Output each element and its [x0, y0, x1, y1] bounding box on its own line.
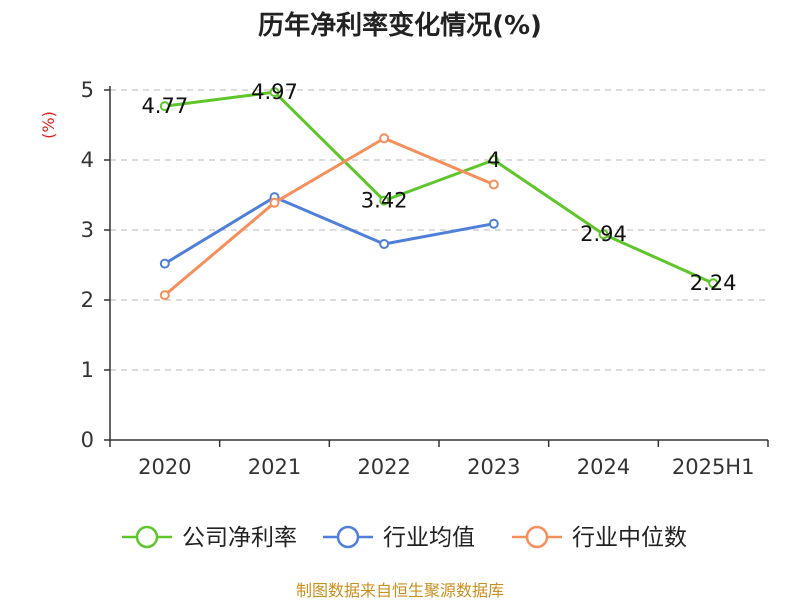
legend[interactable]: 公司净利率 行业均值 行业中位数 — [122, 525, 687, 551]
legend-label: 行业均值 — [383, 525, 475, 551]
legend-marker — [525, 525, 549, 549]
y-tick-label: 4 — [81, 148, 94, 172]
x-tick-label: 2024 — [577, 455, 630, 479]
series-1-point — [708, 278, 719, 289]
y-tick-label: 2 — [81, 288, 94, 312]
legend-marker — [135, 525, 159, 549]
legend-label: 行业中位数 — [572, 525, 687, 551]
x-tick-label: 2022 — [357, 455, 410, 479]
data-label: 4.77 — [141, 94, 188, 118]
series-2-point — [159, 258, 170, 269]
y-tick-label: 3 — [81, 218, 94, 242]
x-tick-label: 2025H1 — [672, 455, 755, 479]
y-axis-unit-label: (%) — [39, 111, 58, 139]
series-lines — [159, 87, 719, 301]
data-label: 3.42 — [361, 189, 408, 213]
series-3-point — [269, 197, 280, 208]
data-label: 2.24 — [690, 271, 737, 295]
series-3-point — [379, 133, 390, 144]
y-tick-label: 0 — [81, 428, 94, 452]
legend-item-2[interactable]: 行业均值 — [323, 525, 475, 551]
x-tick-label: 2023 — [467, 455, 520, 479]
series-3-point — [488, 179, 499, 190]
series-2-point — [379, 239, 390, 249]
legend-item-3[interactable]: 行业中位数 — [512, 525, 687, 551]
y-tick-label: 1 — [81, 358, 94, 382]
series-line-3 — [163, 136, 495, 297]
x-tick-label: 2021 — [248, 455, 301, 479]
y-tick-label: 5 — [81, 78, 94, 102]
series-1-point — [379, 195, 390, 206]
series-1-point — [159, 101, 170, 112]
data-label: 4.97 — [251, 80, 298, 104]
legend-label: 公司净利率 — [182, 525, 297, 551]
chart-title: 历年净利率变化情况(%) — [258, 10, 542, 41]
source-note: 制图数据来自恒生聚源数据库 — [296, 581, 504, 600]
series-3-point — [159, 290, 170, 301]
legend-marker — [336, 525, 360, 549]
data-label: 2.94 — [580, 222, 627, 246]
data-labels: 4.77 4.97 3.42 4 2.94 2.24 — [141, 80, 736, 295]
series-1-point — [269, 87, 280, 98]
x-tick-label: 2020 — [138, 455, 191, 479]
gridlines — [110, 89, 768, 371]
series-line-2 — [164, 195, 495, 265]
series-2-point — [488, 218, 499, 229]
series-1-point — [488, 155, 499, 165]
axes: 0 1 2 3 4 5 2020 2021 2022 2023 2024 2025H1 — [81, 78, 769, 479]
data-label: 4 — [487, 148, 500, 172]
series-line-1 — [164, 90, 714, 285]
series-1-point — [598, 229, 609, 240]
legend-item-1[interactable]: 公司净利率 — [122, 525, 297, 551]
